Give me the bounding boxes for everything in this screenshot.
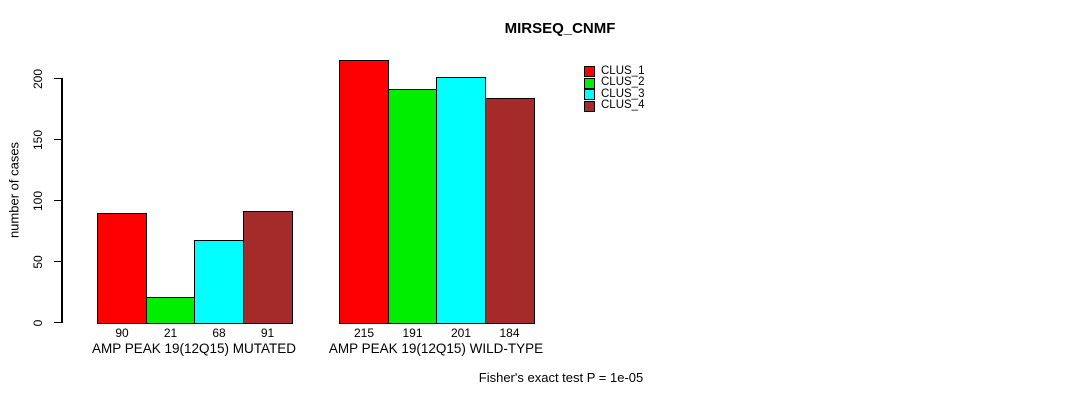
bar-value-label: 21 xyxy=(163,326,178,340)
legend-label-clus_1: CLUS_1 xyxy=(601,64,645,77)
y-tick-label: 0 xyxy=(31,319,45,326)
legend-swatch-clus_1 xyxy=(584,66,595,77)
x-category-label: AMP PEAK 19(12Q15) WILD-TYPE xyxy=(328,341,544,356)
legend-swatch-clus_2 xyxy=(584,77,595,89)
legend-label-clus_3: CLUS_3 xyxy=(601,87,645,100)
bar-clus_4-group1 xyxy=(242,211,293,324)
y-tick-label: 150 xyxy=(31,129,45,150)
bar-clus_1-group1 xyxy=(97,212,147,324)
bar-value-label: 201 xyxy=(450,326,472,340)
y-axis-tick xyxy=(54,77,61,80)
y-axis-tick xyxy=(54,260,61,263)
y-tick-label: 100 xyxy=(31,190,45,211)
legend-swatch-clus_3 xyxy=(584,89,595,101)
bar-clus_2-group1 xyxy=(145,296,196,324)
bar-clus_1-group2 xyxy=(339,60,389,324)
y-axis-tick xyxy=(54,321,61,324)
y-axis-tick xyxy=(54,138,61,141)
bar-value-label: 91 xyxy=(260,326,275,340)
y-tick-label: 50 xyxy=(31,254,45,269)
bar-value-label: 215 xyxy=(353,326,375,340)
y-axis-line xyxy=(61,77,63,324)
x-category-label: AMP PEAK 19(12Q15) MUTATED xyxy=(91,341,297,356)
bar-value-label: 90 xyxy=(115,326,129,340)
bar-value-label: 68 xyxy=(212,326,226,340)
y-axis-title: number of cases xyxy=(6,141,22,239)
bar-clus_4-group2 xyxy=(484,98,535,324)
y-tick-label: 200 xyxy=(31,68,45,89)
y-axis-tick xyxy=(54,199,61,202)
bar-clus_3-group2 xyxy=(436,77,486,324)
bar-clus_3-group1 xyxy=(194,239,244,324)
bar-value-label: 191 xyxy=(402,326,423,340)
chart-title: MIRSEQ_CNMF xyxy=(504,20,616,37)
bar-clus_2-group2 xyxy=(387,89,438,324)
legend-label-clus_2: CLUS_2 xyxy=(601,76,645,89)
footer-annotation: Fisher's exact test P = 1e-05 xyxy=(478,370,644,385)
legend-swatch-clus_4 xyxy=(584,100,595,112)
legend-label-clus_4: CLUS_4 xyxy=(601,99,645,112)
bar-value-label: 184 xyxy=(499,326,520,340)
